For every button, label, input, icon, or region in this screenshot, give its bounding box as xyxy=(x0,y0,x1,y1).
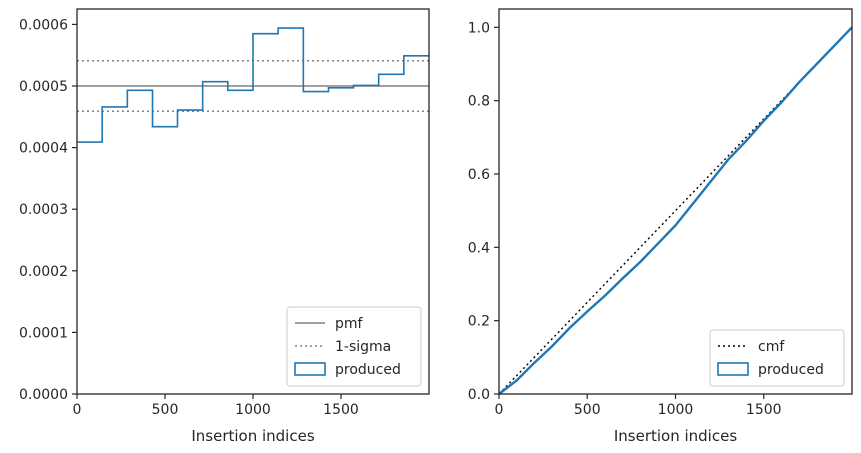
legend-box xyxy=(286,306,422,387)
legend-produced-label: produced xyxy=(335,362,401,378)
legend-produced-swatch xyxy=(717,362,749,376)
x-tick-label: 0 xyxy=(495,402,504,418)
x-tick-label: 1500 xyxy=(746,402,782,418)
left-chart: 0 500 1000 1500 0.0000 0.0001 0.0002 0.0003 0.00… xyxy=(19,8,430,445)
legend-cmf-label: cmf xyxy=(758,339,785,355)
legend-produced-swatch xyxy=(294,362,326,376)
produced-cdf-line xyxy=(498,26,853,395)
legend-pmf-label: pmf xyxy=(335,316,364,332)
legend-sigma-label: 1-sigma xyxy=(335,339,391,355)
x-tick-label: 0 xyxy=(73,402,82,418)
y-tick-label: 0.6 xyxy=(468,167,490,183)
produced-histogram xyxy=(77,27,429,143)
legend-box xyxy=(709,329,845,387)
y-tick-label: 0.0003 xyxy=(19,202,68,218)
legend-produced-label: produced xyxy=(758,362,824,378)
right-chart: 0 500 1000 1500 0.0 0.2 0.4 0.6 0.8 1.0 Insertion … xyxy=(468,8,853,445)
y-tick-label: 0.0005 xyxy=(19,79,68,95)
y-tick-label: 0.0000 xyxy=(19,387,68,403)
x-axis-label: Insertion indices xyxy=(191,427,314,445)
y-tick-label: 0.4 xyxy=(468,240,490,256)
y-tick-label: 0.2 xyxy=(468,314,490,330)
y-tick-label: 1.0 xyxy=(468,20,490,36)
x-axis-label: Insertion indices xyxy=(614,427,737,445)
y-tick-label: 0.0004 xyxy=(19,141,68,157)
y-tick-label: 0.0001 xyxy=(19,325,68,341)
y-tick-label: 0.0006 xyxy=(19,17,68,33)
x-tick-label: 1000 xyxy=(235,402,271,418)
y-tick-label: 0.8 xyxy=(468,94,490,110)
y-tick-label: 0.0 xyxy=(468,387,490,403)
x-tick-label: 1000 xyxy=(658,402,694,418)
x-tick-label: 500 xyxy=(152,402,179,418)
x-tick-label: 500 xyxy=(574,402,601,418)
y-tick-label: 0.0002 xyxy=(19,264,68,280)
x-tick-label: 1500 xyxy=(323,402,359,418)
